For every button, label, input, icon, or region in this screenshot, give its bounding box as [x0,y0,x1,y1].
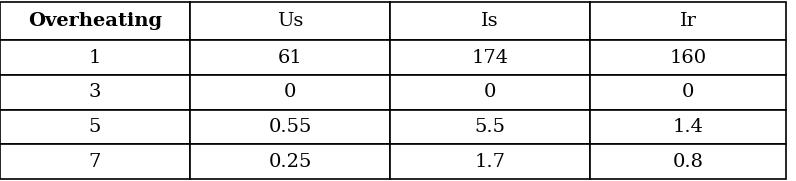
Bar [390,40,590,75]
Text: 0.8: 0.8 [673,153,704,171]
Bar [590,40,786,75]
Bar [390,2,590,40]
Text: Is: Is [482,12,499,30]
Text: 0: 0 [682,83,694,101]
Bar [190,2,390,40]
Text: 5.5: 5.5 [474,118,505,136]
Text: Ir: Ir [680,12,696,30]
Text: 1: 1 [89,49,101,67]
Text: 3: 3 [88,83,101,101]
Text: 160: 160 [669,49,707,67]
Bar [0,40,190,75]
Bar [590,110,786,144]
Text: 0: 0 [284,83,296,101]
Bar [0,75,190,110]
Bar [190,40,390,75]
Bar [590,2,786,40]
Text: 0.25: 0.25 [268,153,312,171]
Bar [390,75,590,110]
Bar [390,110,590,144]
Text: 1.4: 1.4 [673,118,704,136]
Text: 1.7: 1.7 [474,153,505,171]
Bar [590,144,786,179]
Text: 7: 7 [89,153,101,171]
Text: 0: 0 [484,83,496,101]
Bar [590,75,786,110]
Text: Overheating: Overheating [28,12,162,30]
Bar [0,144,190,179]
Text: 0.55: 0.55 [268,118,312,136]
Text: Us: Us [277,12,303,30]
Bar [390,144,590,179]
Bar [0,110,190,144]
Text: 61: 61 [278,49,302,67]
Text: 5: 5 [89,118,101,136]
Bar [190,75,390,110]
Text: 174: 174 [471,49,509,67]
Bar [190,144,390,179]
Bar [0,2,190,40]
Bar [190,110,390,144]
